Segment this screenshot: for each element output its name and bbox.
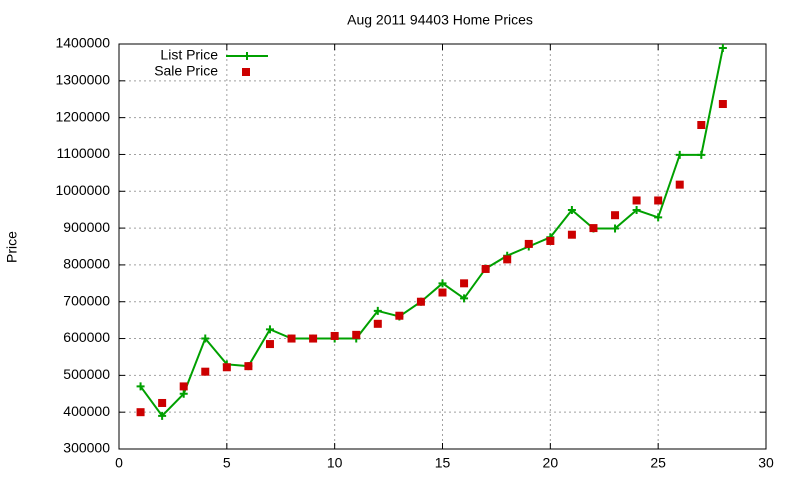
data-point <box>373 306 382 315</box>
data-point <box>373 319 382 328</box>
legend-label: Sale Price <box>154 63 218 79</box>
plot-frame <box>118 43 767 450</box>
data-point <box>395 311 404 320</box>
data-point <box>438 288 447 297</box>
data-point <box>611 211 620 220</box>
x-tick-label: 0 <box>115 455 123 471</box>
legend-swatch <box>243 52 251 60</box>
y-tick-label: 700000 <box>63 292 110 308</box>
data-point <box>136 408 145 417</box>
data-point <box>201 367 210 376</box>
y-tick-label: 1200000 <box>55 108 110 124</box>
data-point <box>179 382 188 391</box>
y-tick-label: 600000 <box>63 329 110 345</box>
y-tick-label: 400000 <box>63 403 110 419</box>
data-point <box>136 382 145 391</box>
data-point <box>567 230 576 239</box>
data-point <box>309 334 318 343</box>
y-tick-label: 900000 <box>63 219 110 235</box>
data-point <box>244 362 253 371</box>
y-axis-label: Price <box>4 231 20 263</box>
data-point <box>222 363 231 372</box>
data-point <box>654 196 663 205</box>
data-point <box>416 297 425 306</box>
data-point <box>675 180 684 189</box>
chart-title: Aug 2011 94403 Home Prices <box>347 12 533 28</box>
data-point <box>632 196 641 205</box>
legend-swatch <box>242 68 250 76</box>
x-tick-label: 15 <box>435 455 451 471</box>
data-point <box>546 236 555 245</box>
y-tick-label: 1400000 <box>55 35 110 51</box>
data-point <box>460 294 469 303</box>
x-tick-label: 20 <box>543 455 559 471</box>
y-tick-label: 800000 <box>63 256 110 272</box>
data-point <box>265 325 274 334</box>
data-point <box>503 255 512 264</box>
y-tick-label: 1000000 <box>55 182 110 198</box>
x-tick-label: 25 <box>650 455 666 471</box>
data-point <box>158 411 167 420</box>
data-point <box>265 340 274 349</box>
data-point <box>158 398 167 407</box>
data-point <box>179 389 188 398</box>
data-point <box>481 264 490 273</box>
data-point <box>460 279 469 288</box>
y-tick-label: 300000 <box>63 440 110 456</box>
data-point <box>718 100 727 109</box>
x-tick-label: 30 <box>758 455 774 471</box>
data-point <box>438 279 447 288</box>
data-point <box>697 121 706 129</box>
data-point <box>589 224 598 233</box>
data-point <box>611 224 620 233</box>
data-point <box>352 330 361 339</box>
data-point <box>632 206 641 215</box>
y-tick-label: 1100000 <box>57 145 111 161</box>
data-point <box>330 331 339 340</box>
y-tick-label: 500000 <box>63 366 110 382</box>
data-point <box>718 44 727 53</box>
y-tick-label: 1300000 <box>55 72 110 88</box>
data-point <box>201 334 210 343</box>
data-point <box>287 334 296 343</box>
data-point <box>524 239 533 248</box>
data-point <box>675 150 684 159</box>
series-line <box>139 47 724 418</box>
data-point <box>654 213 663 222</box>
data-point <box>567 206 576 215</box>
x-tick-label: 5 <box>223 455 231 471</box>
data-point <box>697 150 706 159</box>
legend-label: List Price <box>160 47 218 63</box>
x-tick-label: 10 <box>327 455 343 471</box>
